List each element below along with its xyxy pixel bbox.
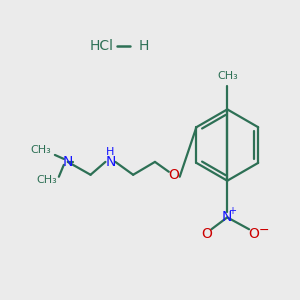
- Text: +: +: [228, 206, 236, 216]
- Text: −: −: [259, 224, 269, 237]
- Text: HCl: HCl: [89, 39, 113, 53]
- Text: CH₃: CH₃: [217, 71, 238, 81]
- Text: O: O: [201, 227, 212, 241]
- Text: N: N: [105, 155, 116, 169]
- Text: O: O: [168, 168, 179, 182]
- Text: O: O: [249, 227, 260, 241]
- Text: CH₃: CH₃: [31, 145, 51, 155]
- Text: H: H: [106, 147, 115, 157]
- Text: N: N: [63, 155, 73, 169]
- Text: H: H: [139, 39, 149, 53]
- Text: CH₃: CH₃: [37, 175, 57, 185]
- Text: N: N: [222, 210, 232, 224]
